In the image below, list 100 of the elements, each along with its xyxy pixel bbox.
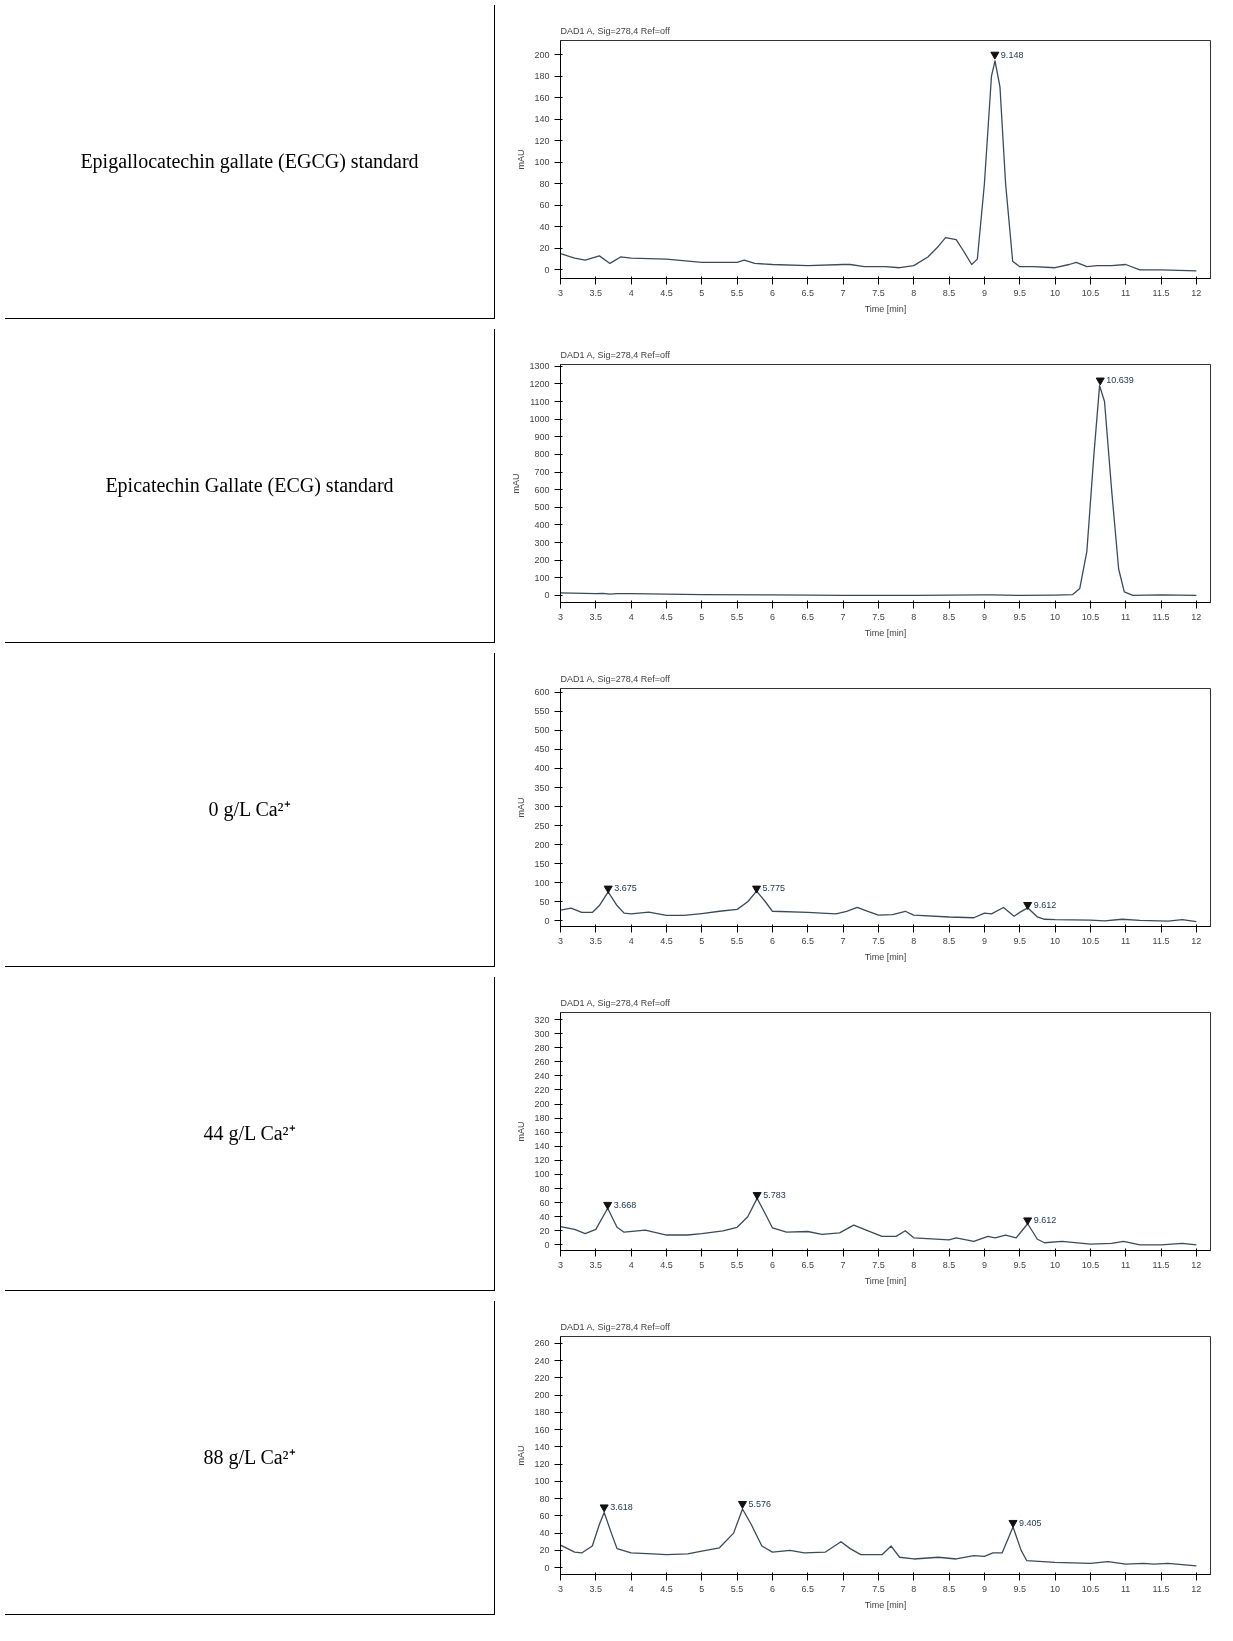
x-tick-label: 11 [1121, 1259, 1131, 1270]
x-tick-label: 7.5 [872, 611, 885, 622]
x-tick-label: 4 [628, 1259, 634, 1270]
x-tick-label: 7 [840, 287, 846, 298]
y-tick-label: 0 [544, 915, 550, 926]
x-tick-label: 10 [1050, 287, 1061, 298]
y-tick-label: 20 [539, 1225, 550, 1236]
y-tick-label: 240 [534, 1070, 550, 1081]
x-tick-label: 4 [628, 287, 634, 298]
chart-title: DAD1 A, Sig=278,4 Ref=off [560, 349, 671, 360]
y-tick-label: 900 [534, 431, 550, 442]
x-tick-label: 6.5 [801, 611, 815, 622]
x-tick-label: 12 [1191, 611, 1202, 622]
annotation: 5.576 [748, 1498, 772, 1509]
x-tick-label: 12 [1191, 1583, 1202, 1594]
x-tick-label: 8.5 [942, 611, 956, 622]
annotation: 5.775 [762, 883, 786, 894]
y-tick-label: 20 [539, 243, 550, 254]
x-tick-label: 11 [1121, 1583, 1131, 1594]
x-tick-label: 5.5 [730, 935, 744, 946]
y-tick-label: 160 [534, 1424, 550, 1435]
annotation: 3.618 [610, 1502, 633, 1513]
y-axis-title: mAU [511, 473, 522, 494]
y-tick-label: 240 [534, 1355, 550, 1366]
x-tick-label: 9.5 [1013, 935, 1026, 946]
text: 0 g/L Ca²⁺ [208, 797, 291, 823]
y-tick-label: 0 [544, 1239, 550, 1250]
x-tick-label: 5.5 [730, 611, 744, 622]
y-tick-label: 220 [534, 1084, 550, 1095]
x-tick-label: 4.5 [660, 1583, 673, 1594]
annotation: 9.612 [1033, 1215, 1057, 1226]
x-tick-label: 11 [1121, 935, 1131, 946]
y-axis-title: mAU [516, 797, 527, 818]
x-tick-label: 9 [981, 935, 987, 946]
y-tick-label: 0 [544, 590, 550, 601]
text: 44 g/L Ca²⁺ [203, 1121, 296, 1147]
x-tick-label: 7.5 [872, 1583, 885, 1594]
chart-title: DAD1 A, Sig=278,4 Ref=off [560, 25, 671, 36]
x-tick-label: 9.5 [1013, 1259, 1026, 1270]
x-tick-label: 9.5 [1013, 611, 1026, 622]
y-tick-label: 20 [539, 1545, 550, 1556]
y-tick-label: 1000 [529, 414, 550, 425]
y-tick-label: 200 [534, 1099, 550, 1110]
x-tick-label: 6.5 [801, 287, 815, 298]
chart-title: DAD1 A, Sig=278,4 Ref=off [560, 997, 671, 1008]
y-tick-label: 550 [534, 706, 550, 717]
x-axis-title: Time [min] [864, 1599, 907, 1610]
x-tick-label: 12 [1191, 935, 1202, 946]
x-tick-label: 3 [558, 1583, 564, 1594]
annotation: 9.612 [1033, 899, 1057, 910]
x-tick-label: 3.5 [589, 287, 603, 298]
y-tick-label: 280 [534, 1042, 550, 1053]
x-tick-label: 3.5 [589, 1259, 603, 1270]
text: Epicatechin Gallate (ECG) standard [105, 473, 394, 499]
x-tick-label: 10.5 [1081, 1583, 1100, 1594]
y-tick-label: 600 [534, 687, 550, 698]
x-tick-label: 6 [769, 1259, 775, 1270]
x-tick-label: 6 [769, 1583, 775, 1594]
annotation: 9.405 [1019, 1517, 1042, 1528]
chart-title: DAD1 A, Sig=278,4 Ref=off [560, 673, 671, 684]
x-tick-label: 5.5 [730, 287, 744, 298]
x-tick-label: 11.5 [1152, 1583, 1170, 1594]
x-tick-label: 9 [981, 611, 987, 622]
x-tick-label: 11.5 [1152, 287, 1170, 298]
y-tick-label: 100 [534, 572, 550, 583]
y-tick-label: 40 [539, 1211, 550, 1222]
y-tick-label: 160 [534, 92, 550, 103]
y-tick-label: 80 [539, 1183, 550, 1194]
y-tick-label: 80 [539, 178, 550, 189]
y-tick-label: 200 [534, 555, 550, 566]
x-tick-label: 11 [1121, 611, 1131, 622]
x-tick-label: 8 [911, 1583, 917, 1594]
x-tick-label: 12 [1191, 287, 1202, 298]
annotation: 3.668 [613, 1199, 637, 1210]
y-tick-label: 1300 [529, 361, 550, 372]
x-tick-label: 7.5 [872, 287, 885, 298]
y-tick-label: 350 [534, 782, 550, 793]
x-tick-label: 11 [1121, 287, 1131, 298]
x-tick-label: 11.5 [1152, 611, 1170, 622]
x-tick-label: 3.5 [589, 1583, 603, 1594]
y-tick-label: 140 [534, 1441, 550, 1452]
x-tick-label: 10 [1050, 1583, 1061, 1594]
y-tick-label: 260 [534, 1338, 550, 1349]
x-tick-label: 6.5 [801, 935, 815, 946]
x-tick-label: 5 [699, 935, 705, 946]
x-axis-title: Time [min] [864, 303, 907, 314]
x-tick-label: 6.5 [801, 1259, 815, 1270]
y-tick-label: 180 [534, 1407, 550, 1418]
y-tick-label: 60 [539, 1510, 550, 1521]
x-tick-label: 3 [558, 935, 564, 946]
x-tick-label: 9.5 [1013, 287, 1026, 298]
x-tick-label: 7 [840, 611, 846, 622]
y-tick-label: 80 [539, 1493, 550, 1504]
x-tick-label: 4 [628, 611, 634, 622]
x-tick-label: 7 [840, 935, 846, 946]
x-tick-label: 4.5 [660, 287, 673, 298]
y-tick-label: 400 [534, 763, 550, 774]
y-tick-label: 300 [534, 537, 550, 548]
x-tick-label: 10.5 [1081, 1259, 1100, 1270]
x-tick-label: 3 [558, 611, 564, 622]
